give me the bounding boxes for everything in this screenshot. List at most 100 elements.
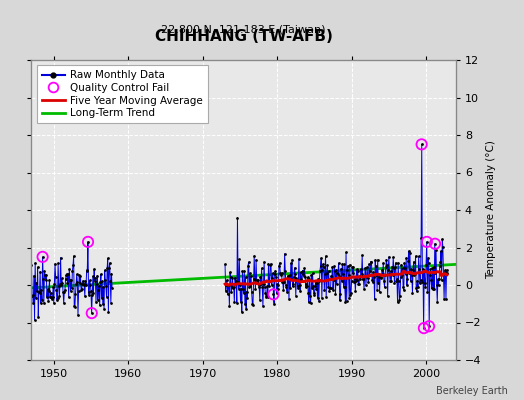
Point — [398, 265, 407, 271]
Point — [399, 284, 407, 290]
Point — [252, 256, 260, 263]
Point — [264, 294, 272, 300]
Point — [235, 286, 243, 292]
Point — [35, 290, 43, 296]
Point — [305, 276, 314, 282]
Point — [321, 270, 329, 277]
Point — [40, 300, 48, 306]
Point — [301, 284, 310, 291]
Point — [283, 273, 292, 280]
Point — [383, 262, 391, 268]
Point — [92, 280, 101, 287]
Point — [418, 141, 426, 148]
Point — [228, 275, 237, 282]
Point — [329, 286, 337, 293]
Point — [327, 273, 335, 279]
Point — [256, 297, 264, 304]
Point — [257, 265, 266, 271]
Point — [330, 276, 338, 283]
Point — [236, 298, 245, 305]
Point — [353, 266, 361, 273]
Point — [314, 298, 323, 304]
Point — [247, 289, 256, 296]
Point — [341, 284, 349, 290]
Point — [423, 239, 431, 245]
Point — [98, 278, 106, 284]
Point — [407, 266, 416, 272]
Point — [416, 280, 424, 286]
Point — [84, 239, 92, 245]
Point — [70, 303, 79, 310]
Point — [86, 282, 95, 288]
Point — [370, 274, 378, 280]
Point — [280, 250, 289, 257]
Point — [402, 255, 410, 261]
Point — [351, 276, 359, 282]
Point — [323, 262, 332, 268]
Point — [361, 273, 369, 279]
Point — [272, 290, 281, 296]
Point — [230, 299, 238, 305]
Point — [347, 290, 355, 297]
Point — [325, 288, 333, 295]
Point — [334, 271, 342, 278]
Point — [425, 272, 434, 278]
Point — [350, 264, 358, 270]
Point — [79, 278, 87, 284]
Point — [59, 289, 67, 295]
Point — [442, 296, 450, 302]
Point — [375, 274, 383, 280]
Point — [50, 300, 58, 306]
Point — [423, 289, 432, 296]
Point — [267, 282, 276, 288]
Point — [36, 268, 45, 275]
Point — [274, 282, 282, 288]
Point — [413, 278, 422, 284]
Point — [395, 297, 403, 303]
Point — [318, 295, 326, 301]
Point — [387, 278, 396, 284]
Point — [350, 279, 358, 286]
Point — [96, 278, 104, 285]
Point — [361, 265, 369, 271]
Point — [427, 277, 435, 284]
Point — [389, 254, 397, 261]
Point — [359, 276, 368, 282]
Point — [64, 271, 72, 278]
Point — [289, 283, 297, 290]
Point — [60, 289, 69, 295]
Point — [388, 272, 397, 278]
Point — [292, 275, 301, 282]
Point — [273, 281, 281, 287]
Point — [300, 265, 309, 272]
Point — [60, 300, 68, 306]
Point — [241, 301, 249, 307]
Point — [331, 268, 339, 274]
Point — [108, 285, 116, 292]
Point — [266, 278, 274, 284]
Point — [316, 262, 325, 269]
Point — [88, 310, 96, 316]
Point — [297, 276, 305, 282]
Point — [262, 294, 270, 300]
Point — [278, 278, 286, 285]
Point — [232, 280, 240, 286]
Point — [45, 277, 53, 283]
Point — [434, 282, 443, 288]
Point — [396, 292, 404, 299]
Point — [57, 282, 66, 288]
Point — [346, 292, 355, 298]
Point — [404, 258, 412, 264]
Point — [232, 278, 241, 284]
Point — [434, 276, 442, 283]
Point — [53, 294, 62, 301]
Point — [338, 260, 346, 267]
Point — [283, 288, 291, 295]
Point — [53, 296, 61, 303]
Point — [366, 268, 375, 274]
Point — [48, 294, 57, 300]
Point — [50, 281, 59, 287]
Point — [225, 303, 234, 309]
Point — [249, 302, 257, 308]
Point — [47, 290, 55, 296]
